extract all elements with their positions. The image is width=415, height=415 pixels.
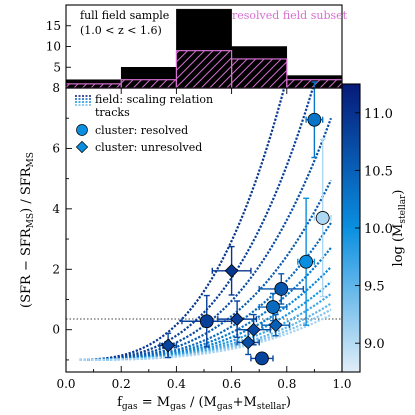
colorbar-tick-label: 9.5 <box>364 280 385 295</box>
x-tick-label: 0.0 <box>56 377 75 391</box>
resolved-cluster-point <box>266 300 280 314</box>
colorbar-tick-label: 10.5 <box>364 164 393 179</box>
unresolved-cluster-point <box>246 322 261 337</box>
scatter-panel: 0.0 0.2 0.4 0.6 0.8 1.0 0 2 4 6 8 field: scaling r… <box>19 81 352 412</box>
legend-unresolved-label: cluster: unresolved <box>95 141 202 154</box>
y-tick-label: 6 <box>52 141 60 155</box>
unresolved-cluster-point <box>161 338 176 353</box>
colorbar-tick-label: 9.0 <box>364 337 385 352</box>
resolved-cluster-point <box>255 351 269 366</box>
legend-unresolved-marker <box>75 140 89 154</box>
scaling-relation-track <box>79 313 332 362</box>
legend-tracks-line1: field: scaling relation <box>95 93 213 106</box>
resolved-cluster-point <box>307 112 322 127</box>
unresolved-cluster-point <box>268 318 283 333</box>
x-tick-label: 0.8 <box>277 377 296 391</box>
hist-legend-full-line2: (1.0 < z < 1.6) <box>80 24 162 37</box>
colorbar-tick-label: 11.0 <box>364 107 393 122</box>
histogram-y-tick-label: 15 <box>46 19 61 33</box>
colorbar: 9.0 9.5 10.0 10.5 11.0 log (Mstellar) <box>341 83 408 373</box>
y-tick-label: 2 <box>52 262 60 276</box>
hist-legend-full-line1: full field sample <box>80 9 169 22</box>
colorbar-tick-label: 10.0 <box>364 222 393 237</box>
resolved-cluster-point <box>299 254 314 269</box>
x-axis-label: fgas = Mgas / (Mgas+Mstellar) <box>117 395 291 412</box>
y-tick-label: 4 <box>52 202 60 216</box>
resolved-cluster-point <box>315 211 330 225</box>
scaling-relation-track <box>79 222 332 361</box>
colorbar-label: log (Mstellar) <box>391 190 408 267</box>
histogram-bar <box>231 58 288 89</box>
y-axis-label: (SFR − SFRMS) / SFRMS <box>19 152 36 308</box>
resolved-cluster-point <box>199 314 214 329</box>
main-legend: field: scaling relation tracks cluster: … <box>75 93 213 154</box>
cluster-markers <box>161 112 330 366</box>
scaling-relation-track <box>79 266 332 361</box>
histogram-bar <box>120 79 177 89</box>
x-tick-label: 1.0 <box>332 377 351 391</box>
legend-resolved-label: cluster: resolved <box>95 124 188 137</box>
x-tick-label: 0.6 <box>222 377 241 391</box>
scaling-relation-track <box>79 247 332 361</box>
histogram-y-tick-label: 5 <box>53 60 61 74</box>
colorbar-ticks: 9.0 9.5 10.0 10.5 11.0 <box>355 107 393 352</box>
scaling-relation-track <box>79 179 332 361</box>
histogram-bar <box>175 50 233 89</box>
histogram-y-tick-label: 10 <box>46 40 61 54</box>
colorbar-gradient <box>342 84 360 372</box>
unresolved-cluster-point <box>230 312 245 327</box>
unresolved-cluster-point <box>241 335 256 350</box>
resolved-cluster-point <box>274 282 289 296</box>
histogram-bar <box>65 83 122 89</box>
x-tick-label: 0.4 <box>167 377 186 391</box>
unresolved-cluster-point <box>224 263 239 278</box>
hist-legend-subset: resolved field subset <box>232 9 348 22</box>
y-tick-label: 8 <box>52 81 60 95</box>
legend-tracks-line2: tracks <box>95 106 130 119</box>
y-tick-label: 0 <box>52 323 60 337</box>
legend-tracks-swatch <box>75 95 91 106</box>
scaling-relation-tracks <box>79 88 332 362</box>
legend-resolved-marker <box>76 124 88 136</box>
histogram-y-ticks: 5 10 15 <box>46 19 71 74</box>
x-tick-label: 0.2 <box>112 377 131 391</box>
